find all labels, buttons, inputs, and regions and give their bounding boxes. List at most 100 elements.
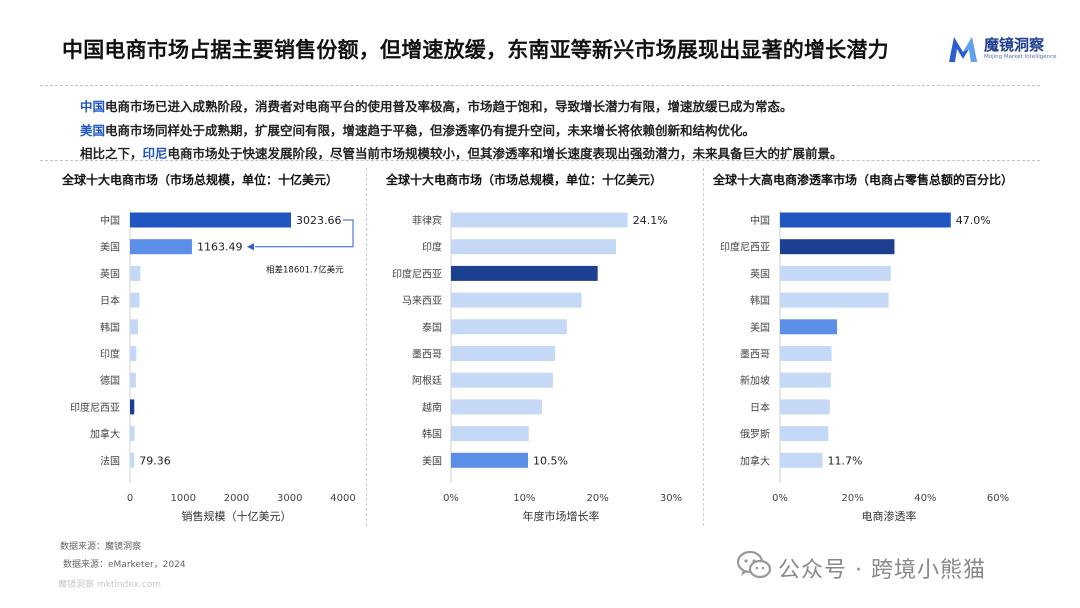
- divider: [703, 168, 704, 526]
- category-label: 墨西哥: [412, 349, 442, 361]
- bar: [451, 452, 528, 468]
- category-label: 美国: [100, 241, 120, 254]
- summary-line-us: 美国电商市场同样处于成熟期，扩展空间有限，增速趋于平稳，但渗透率仍有提升空间，未…: [80, 120, 755, 139]
- data-source: 数据来源：eMarketer，2024: [63, 560, 186, 570]
- bar: [780, 239, 895, 255]
- chart-title-growth: 全球十大电商市场（市场总规模，单位：十亿美元）: [386, 173, 663, 187]
- category-label: 法国: [100, 454, 120, 467]
- category-label: 印度尼西亚: [392, 267, 442, 280]
- summary-line-indonesia: 相比之下，印尼电商市场处于快速发展阶段，尽管当前市场规模较小，但其渗透率和增长速…: [80, 143, 843, 162]
- bar: [451, 292, 582, 308]
- bar: [130, 292, 140, 308]
- bar: [451, 372, 553, 388]
- x-axis-label: 年度市场增长率: [523, 509, 600, 523]
- bar: [130, 239, 192, 255]
- bar: [780, 292, 889, 308]
- summary-box: 中国电商市场已进入成熟阶段，消费者对电商平台的使用普及率极高，市场趋于饱和，导致…: [40, 85, 1040, 161]
- category-label: 英国: [750, 267, 770, 280]
- highlight-indonesia: 印尼: [142, 146, 168, 161]
- bar: [130, 319, 138, 335]
- bar: [780, 452, 823, 468]
- data-label: 11.7%: [828, 454, 863, 467]
- category-label: 墨西哥: [740, 349, 770, 361]
- data-label: 24.1%: [633, 214, 668, 227]
- wechat-icon: [736, 550, 772, 579]
- bar: [780, 426, 829, 442]
- brand-logo: 魔镜洞察 Mojing Market Intelligence: [946, 30, 1057, 70]
- tick-label: 0%: [772, 493, 788, 504]
- bar: [130, 265, 141, 281]
- category-label: 日本: [100, 294, 120, 307]
- bar: [130, 212, 292, 228]
- bar: [130, 346, 137, 361]
- category-label: 英国: [100, 267, 120, 280]
- category-label: 美国: [750, 321, 770, 334]
- tick-label: 10%: [513, 493, 535, 504]
- summary-text: 电商市场同样处于成熟期，扩展空间有限，增速趋于平稳，但渗透率仍有提升空间，未来增…: [105, 123, 756, 138]
- category-label: 德国: [100, 374, 120, 387]
- category-label: 俄罗斯: [740, 428, 770, 441]
- data-label: 1163.49: [197, 241, 243, 254]
- highlight-china: 中国: [80, 99, 106, 114]
- logo-name: 魔镜洞察: [984, 36, 1045, 54]
- summary-line-china: 中国电商市场已进入成熟阶段，消费者对电商平台的使用普及率极高，市场趋于饱和，导致…: [80, 96, 793, 115]
- logo-mark-icon: [949, 37, 977, 62]
- category-label: 中国: [100, 214, 120, 227]
- category-label: 韩国: [750, 294, 770, 307]
- category-label: 泰国: [422, 321, 442, 334]
- tick-label: 40%: [914, 493, 936, 504]
- bar: [451, 399, 542, 415]
- bar: [780, 399, 830, 415]
- bar: [780, 212, 951, 228]
- tick-label: 2000: [224, 493, 249, 504]
- category-label: 印度: [422, 241, 442, 254]
- logo-subtitle: Mojing Market Intelligence: [984, 54, 1057, 60]
- tick-label: 0%: [443, 493, 459, 504]
- tick-label: 4000: [330, 493, 355, 504]
- category-label: 印度尼西亚: [70, 401, 120, 414]
- category-label: 加拿大: [740, 454, 770, 467]
- tick-label: 30%: [660, 493, 682, 504]
- data-label: 47.0%: [956, 214, 991, 227]
- category-label: 印度: [100, 348, 120, 361]
- bar: [451, 426, 529, 442]
- divider: [366, 168, 367, 526]
- chart-title-market-size: 全球十大电商市场（市场总规模，单位：十亿美元）: [62, 173, 339, 187]
- arrow-head-icon: [246, 243, 254, 251]
- category-label: 新加坡: [740, 374, 770, 387]
- bar: [451, 319, 567, 335]
- tick-label: 20%: [842, 493, 864, 504]
- data-label: 10.5%: [533, 454, 568, 467]
- category-label: 中国: [750, 214, 770, 227]
- category-label: 印度尼西亚: [720, 241, 770, 254]
- highlight-us: 美国: [80, 123, 106, 138]
- summary-prefix: 相比之下，: [80, 146, 143, 161]
- bar: [130, 372, 136, 388]
- category-label: 阿根廷: [412, 374, 442, 387]
- tick-label: 20%: [587, 493, 609, 504]
- tick-label: 60%: [987, 493, 1009, 504]
- summary-text: 电商市场已进入成熟阶段，消费者对电商平台的使用普及率极高，市场趋于饱和，导致增长…: [105, 99, 793, 114]
- category-label: 加拿大: [90, 428, 120, 441]
- x-axis-label: 销售规模（十亿美元）: [182, 509, 292, 523]
- bar: [451, 212, 628, 228]
- category-label: 韩国: [100, 321, 120, 334]
- summary-text: 电商市场处于快速发展阶段，尽管当前市场规模较小，但其渗透率和增长速度表现出强劲潜…: [167, 146, 843, 161]
- bar: [130, 426, 135, 442]
- x-axis-label: 电商渗透率: [862, 509, 917, 523]
- data-source: 数据来源：魔镜洞察: [60, 542, 142, 552]
- category-label: 越南: [422, 401, 442, 414]
- bar: [130, 452, 135, 468]
- wechat-account-name: 公众号 · 跨境小熊猫: [778, 558, 986, 583]
- category-label: 日本: [750, 401, 770, 414]
- data-label: 79.36: [139, 454, 171, 467]
- bar: [780, 346, 832, 361]
- category-label: 美国: [422, 454, 442, 467]
- bar: [130, 399, 135, 415]
- difference-bracket: [254, 219, 354, 248]
- bar: [451, 346, 556, 361]
- data-label: 3023.66: [296, 214, 342, 227]
- chart-title-penetration: 全球十大高电商渗透率市场（电商占零售总额的百分比）: [713, 173, 1014, 187]
